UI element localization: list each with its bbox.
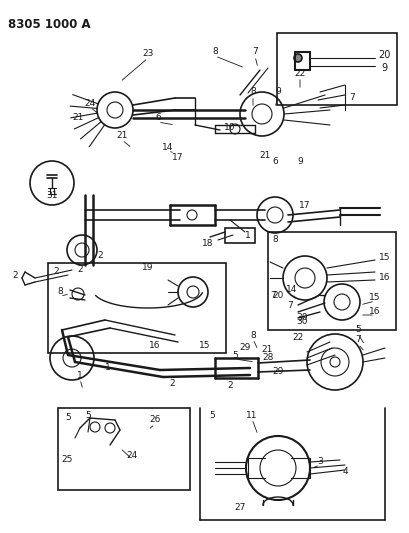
Text: 6: 6 <box>155 114 160 123</box>
Text: 22: 22 <box>294 69 305 77</box>
Text: 15: 15 <box>369 294 380 303</box>
Text: 11: 11 <box>246 410 257 419</box>
Text: 2: 2 <box>97 251 103 260</box>
Text: 5: 5 <box>209 410 214 419</box>
Text: 2: 2 <box>227 381 232 390</box>
Text: 20: 20 <box>377 50 389 60</box>
Text: 7: 7 <box>348 93 354 102</box>
Text: 18: 18 <box>202 238 213 247</box>
Text: 8305 1000 A: 8305 1000 A <box>8 18 90 31</box>
Text: 7: 7 <box>354 335 360 344</box>
Text: 25: 25 <box>61 456 72 464</box>
Text: 23: 23 <box>142 50 153 59</box>
Text: 20: 20 <box>272 290 283 300</box>
Text: 8: 8 <box>57 287 63 296</box>
Text: 29: 29 <box>239 343 250 352</box>
Text: 5: 5 <box>65 414 71 423</box>
Text: 21: 21 <box>258 150 270 159</box>
Text: 17: 17 <box>299 200 310 209</box>
Text: 21: 21 <box>261 344 272 353</box>
Text: 16: 16 <box>378 273 390 282</box>
Text: 8: 8 <box>272 236 277 245</box>
Text: 1: 1 <box>77 370 83 379</box>
Bar <box>276 33 396 105</box>
Text: 14: 14 <box>285 286 297 295</box>
Text: 2: 2 <box>77 265 83 274</box>
Bar <box>58 408 189 490</box>
Text: 29: 29 <box>272 367 283 376</box>
Text: 14: 14 <box>162 143 173 152</box>
Text: 1: 1 <box>245 230 250 239</box>
Text: 15: 15 <box>199 341 210 350</box>
Text: 28: 28 <box>262 353 273 362</box>
Text: 22: 22 <box>292 334 303 343</box>
Text: 30: 30 <box>296 318 307 327</box>
Text: 15: 15 <box>378 254 390 262</box>
Text: 5: 5 <box>354 326 360 335</box>
Text: 8: 8 <box>249 330 255 340</box>
Text: 1: 1 <box>105 364 110 373</box>
Text: 26: 26 <box>149 416 160 424</box>
Text: 24: 24 <box>126 450 137 459</box>
Text: 16: 16 <box>369 308 380 317</box>
Text: 9: 9 <box>380 63 386 73</box>
Text: 9: 9 <box>274 87 280 96</box>
Text: 8: 8 <box>249 87 255 96</box>
Text: 24: 24 <box>84 99 95 108</box>
Bar <box>267 232 395 330</box>
Text: 8: 8 <box>211 47 217 56</box>
Text: 31: 31 <box>46 190 58 199</box>
Text: 21: 21 <box>72 114 83 123</box>
Text: 2: 2 <box>169 378 174 387</box>
Text: 7: 7 <box>270 290 275 300</box>
Text: 7: 7 <box>286 301 292 310</box>
Text: 30: 30 <box>296 313 307 322</box>
Text: 16: 16 <box>149 341 160 350</box>
Text: 5: 5 <box>231 351 237 359</box>
Bar <box>225 228 254 243</box>
Circle shape <box>293 54 301 62</box>
Text: 9: 9 <box>297 157 302 166</box>
Text: 7: 7 <box>252 47 257 56</box>
Text: 5: 5 <box>85 410 91 419</box>
Text: 6: 6 <box>272 157 277 166</box>
Text: 10: 10 <box>224 124 235 133</box>
Text: 4: 4 <box>342 467 347 477</box>
Bar <box>48 263 225 353</box>
Text: 27: 27 <box>234 504 245 513</box>
Text: 17: 17 <box>172 154 183 163</box>
Text: 2: 2 <box>53 268 58 277</box>
Text: 3: 3 <box>316 457 322 466</box>
Text: 19: 19 <box>142 263 153 272</box>
Text: 2: 2 <box>12 271 18 279</box>
Text: 21: 21 <box>116 132 127 141</box>
